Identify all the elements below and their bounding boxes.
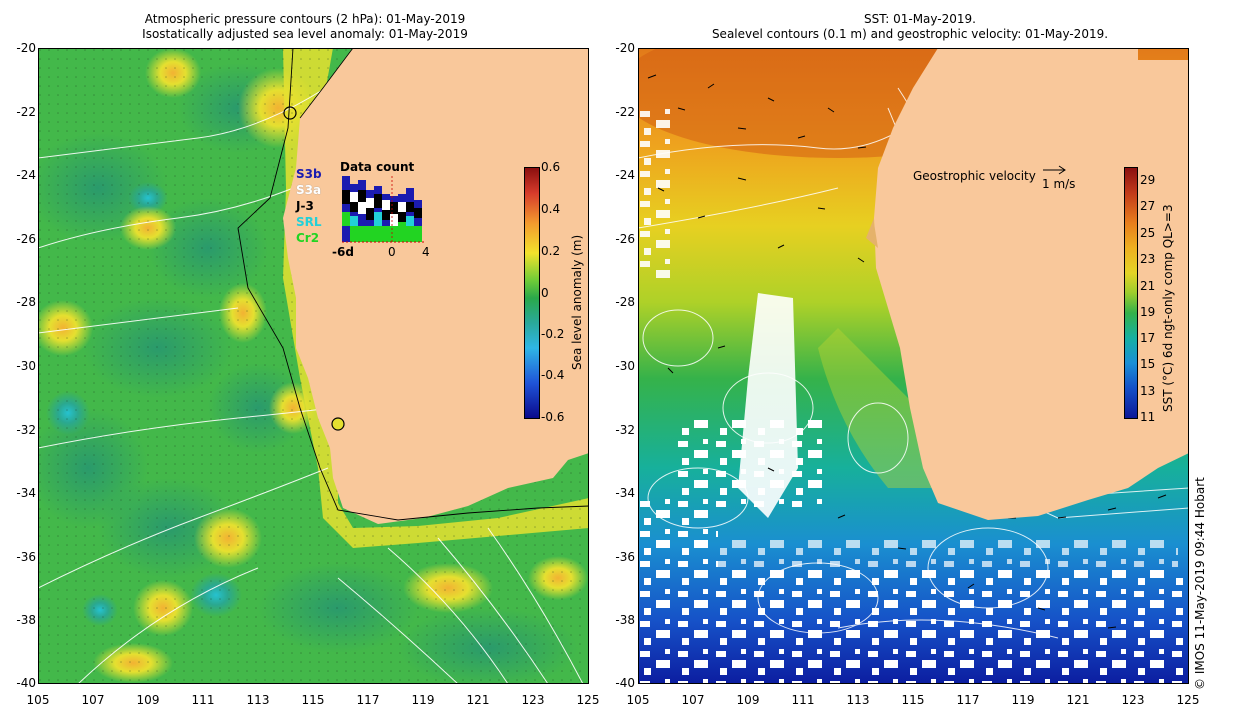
x-tick: 105 [626, 693, 650, 707]
shelf-break-contour [237, 48, 589, 521]
australia-landmass [874, 48, 1189, 520]
legend-srl: SRL [296, 215, 322, 229]
tide-gauge-marker [283, 106, 297, 120]
right-title-line2: Sealevel contours (0.1 m) and geostrophi… [711, 27, 1109, 41]
x-tick: 123 [521, 693, 545, 707]
cb-tick: 29 [1140, 173, 1156, 187]
y-tick: -34 [16, 486, 36, 500]
y-tick: -32 [615, 423, 635, 437]
y-tick: -40 [615, 676, 635, 690]
data-count-title: Data count [340, 160, 415, 174]
x-tick: 115 [901, 693, 925, 707]
x-tick: 107 [681, 693, 705, 707]
cb-tick: 0 [541, 286, 549, 300]
y-tick: -24 [16, 168, 36, 182]
cb-tick: 27 [1140, 199, 1156, 213]
cloud-mask [638, 108, 1189, 684]
x-tick: 117 [956, 693, 980, 707]
cb-tick: -0.4 [541, 368, 565, 382]
right-title-line1: SST: 01-May-2019. [864, 12, 976, 26]
sla-colorbar [524, 167, 540, 419]
x-tick: 119 [1011, 693, 1035, 707]
x-tick: 121 [1066, 693, 1090, 707]
x-tick: 111 [191, 693, 215, 707]
y-tick: -38 [615, 613, 635, 627]
x-tick: 111 [791, 693, 815, 707]
sst-map [638, 48, 1189, 684]
data-count-tick: -6d [332, 245, 354, 259]
cb-tick: 25 [1140, 226, 1156, 240]
data-count-bars [342, 176, 422, 242]
left-title-line2: Isostatically adjusted sea level anomaly… [142, 27, 468, 41]
x-tick: 123 [1121, 693, 1145, 707]
legend-s3a: S3a [296, 183, 322, 197]
y-tick: -24 [615, 168, 635, 182]
sla-colorbar-label: Sea level anomaly (m) [570, 234, 584, 370]
x-tick: 109 [736, 693, 760, 707]
y-tick: -26 [615, 232, 635, 246]
cb-tick: 15 [1140, 357, 1156, 371]
y-tick: -30 [16, 359, 36, 373]
x-tick: 115 [301, 693, 325, 707]
y-tick: -40 [16, 676, 36, 690]
cb-tick: 17 [1140, 331, 1156, 345]
sst-colorbar [1124, 167, 1138, 419]
legend-s3b: S3b [296, 167, 322, 181]
data-count-chart [342, 176, 424, 243]
sst-colorbar-label: SST (°C) 6d ngt-only comp QL>=3 [1161, 204, 1175, 412]
velocity-legend-arrow [1043, 165, 1066, 175]
y-tick: -20 [16, 41, 36, 55]
x-tick: 113 [846, 693, 870, 707]
pressure-contours [38, 57, 584, 684]
y-tick: -32 [16, 423, 36, 437]
x-tick: 109 [136, 693, 160, 707]
y-tick: -28 [16, 295, 36, 309]
cb-tick: -0.2 [541, 327, 565, 341]
y-tick: -26 [16, 232, 36, 246]
right-map-frame [638, 48, 1189, 684]
legend-j3: J-3 [296, 199, 314, 213]
y-tick: -30 [615, 359, 635, 373]
x-tick: 107 [81, 693, 105, 707]
data-count-tick: 4 [422, 245, 430, 259]
velocity-legend-label: Geostrophic velocity [913, 169, 1036, 183]
y-tick: -34 [615, 486, 635, 500]
x-tick: 105 [26, 693, 50, 707]
cb-tick: 19 [1140, 305, 1156, 319]
legend-cr2: Cr2 [296, 231, 320, 245]
shark-bay [866, 218, 878, 248]
cb-tick: 21 [1140, 279, 1156, 293]
cb-tick: 11 [1140, 410, 1156, 424]
y-tick: -28 [615, 295, 635, 309]
data-count-tick: 0 [388, 245, 396, 259]
imos-credit: © IMOS 11-May-2019 09:44 Hobart [1193, 477, 1207, 690]
cb-tick: 0.4 [541, 202, 561, 216]
cb-tick: -0.6 [541, 410, 565, 424]
x-tick: 117 [356, 693, 380, 707]
y-tick: -22 [16, 105, 36, 119]
x-tick: 119 [411, 693, 435, 707]
x-tick: 125 [576, 693, 600, 707]
x-tick: 113 [246, 693, 270, 707]
tide-gauge-marker [331, 417, 345, 431]
australia-landmass [283, 48, 589, 524]
left-title-line1: Atmospheric pressure contours (2 hPa): 0… [144, 12, 466, 26]
cb-tick: 13 [1140, 384, 1156, 398]
x-tick: 121 [466, 693, 490, 707]
velocity-legend-scale: 1 m/s [1042, 177, 1076, 191]
y-tick: -38 [16, 613, 36, 627]
sea-level-anomaly-map [38, 48, 589, 684]
left-map-frame [38, 48, 589, 684]
y-tick: -20 [615, 41, 635, 55]
cb-tick: 0.6 [541, 160, 561, 174]
y-tick: -36 [16, 550, 36, 564]
cb-tick: 23 [1140, 252, 1156, 266]
x-tick: 125 [1176, 693, 1200, 707]
y-tick: -36 [615, 550, 635, 564]
y-tick: -22 [615, 105, 635, 119]
cb-tick: 0.2 [541, 244, 561, 258]
